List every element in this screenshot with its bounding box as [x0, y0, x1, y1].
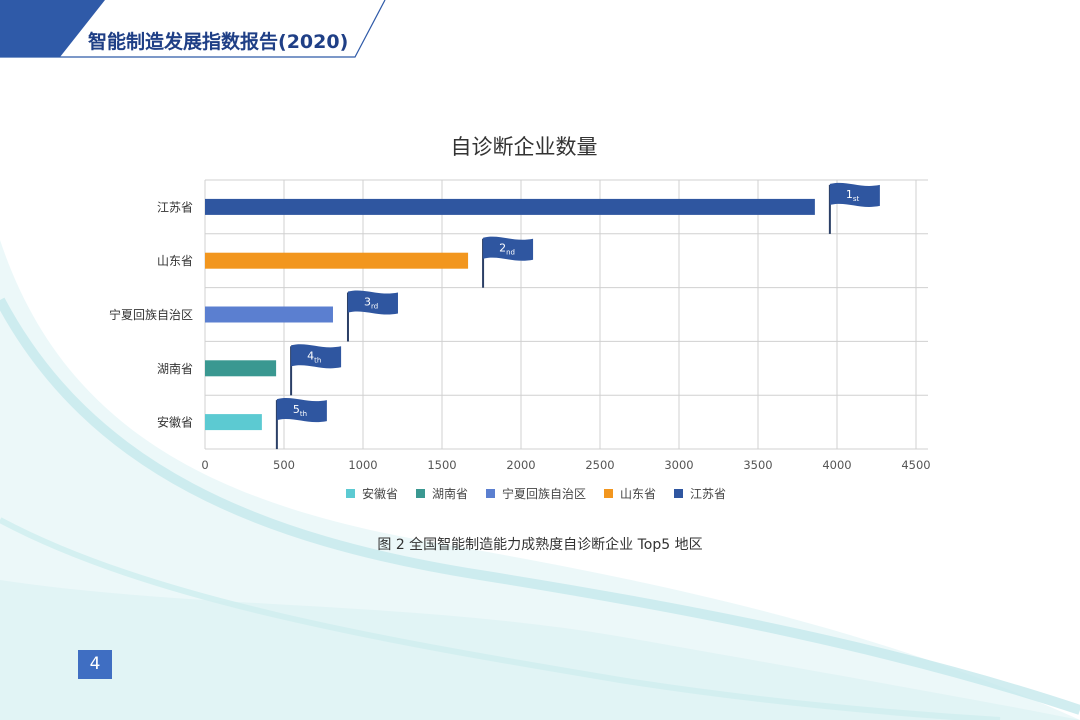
chart-bars [205, 198, 815, 431]
rank-flag: 3rd [346, 290, 398, 342]
report-header-title: 智能制造发展指数报告(2020) [88, 27, 348, 57]
flag-cloth [483, 236, 534, 261]
category-label: 安徽省 [157, 415, 193, 430]
rank-flag: 1st [828, 182, 880, 234]
background-wave [0, 297, 1080, 715]
legend-label: 宁夏回族自治区 [502, 486, 586, 501]
x-tick-label: 4000 [822, 458, 851, 472]
chart-legend: 安徽省 湖南省 宁夏回族自治区 山东省 江苏省 [346, 486, 726, 501]
x-tick-labels: 0 500 1000 1500 2000 2500 3000 3500 4000 4500 [201, 458, 930, 472]
category-label: 山东省 [157, 254, 193, 268]
figure-caption: 图 2 全国智能制造能力成熟度自诊断企业 Top5 地区 [377, 537, 703, 553]
legend-label: 安徽省 [362, 486, 398, 501]
legend-label: 山东省 [620, 487, 656, 501]
rank-label: 4th [307, 349, 321, 364]
bar [205, 252, 469, 269]
rank-label: 5th [293, 403, 307, 418]
x-tick-label: 3000 [664, 458, 693, 472]
x-tick-label: 0 [201, 458, 208, 472]
x-tick-label: 500 [273, 458, 295, 472]
legend-swatch [486, 489, 495, 498]
report-year: 2020 [286, 31, 340, 53]
legend-swatch [604, 489, 613, 498]
rank-flag: 2nd [482, 236, 534, 288]
legend-swatch [674, 489, 683, 498]
rank-flag: 5th [275, 398, 327, 450]
x-tick-label: 1500 [427, 458, 456, 472]
rank-flags: 1st 2nd 3rd 4th 5th [275, 182, 880, 450]
bar [205, 198, 815, 215]
bar [205, 414, 262, 431]
flag-cloth [347, 290, 398, 315]
x-tick-label: 3500 [743, 458, 772, 472]
legend-label: 湖南省 [432, 486, 468, 501]
flag-cloth [276, 398, 327, 423]
rank-label: 1st [846, 188, 860, 203]
header-underline [0, 0, 386, 58]
category-label: 湖南省 [157, 361, 193, 376]
background-wave [0, 240, 1080, 720]
rank-flag: 4th [290, 344, 342, 396]
chart-grid [204, 179, 928, 450]
flag-cloth [291, 344, 342, 369]
x-tick-label: 2000 [506, 458, 535, 472]
x-tick-label: 1000 [348, 458, 377, 472]
category-label: 宁夏回族自治区 [109, 307, 193, 322]
rank-label: 2nd [499, 242, 515, 257]
page-number: 4 [78, 650, 112, 679]
report-year-open: ( [278, 31, 287, 53]
x-tick-label: 4500 [901, 458, 930, 472]
bar [205, 360, 277, 377]
x-tick-label: 2500 [585, 458, 614, 472]
header-band [0, 0, 105, 57]
background-wave [0, 517, 1001, 720]
legend-label: 江苏省 [690, 487, 726, 501]
category-label: 江苏省 [157, 200, 193, 214]
bar [205, 306, 333, 323]
flag-cloth [829, 182, 880, 207]
legend-swatch [416, 489, 425, 498]
legend-swatch [346, 489, 355, 498]
rank-label: 3rd [364, 296, 378, 311]
report-year-close: ) [339, 31, 349, 53]
chart-title: 自诊断企业数量 [451, 135, 598, 159]
report-title-text: 智能制造发展指数报告 [88, 31, 279, 53]
